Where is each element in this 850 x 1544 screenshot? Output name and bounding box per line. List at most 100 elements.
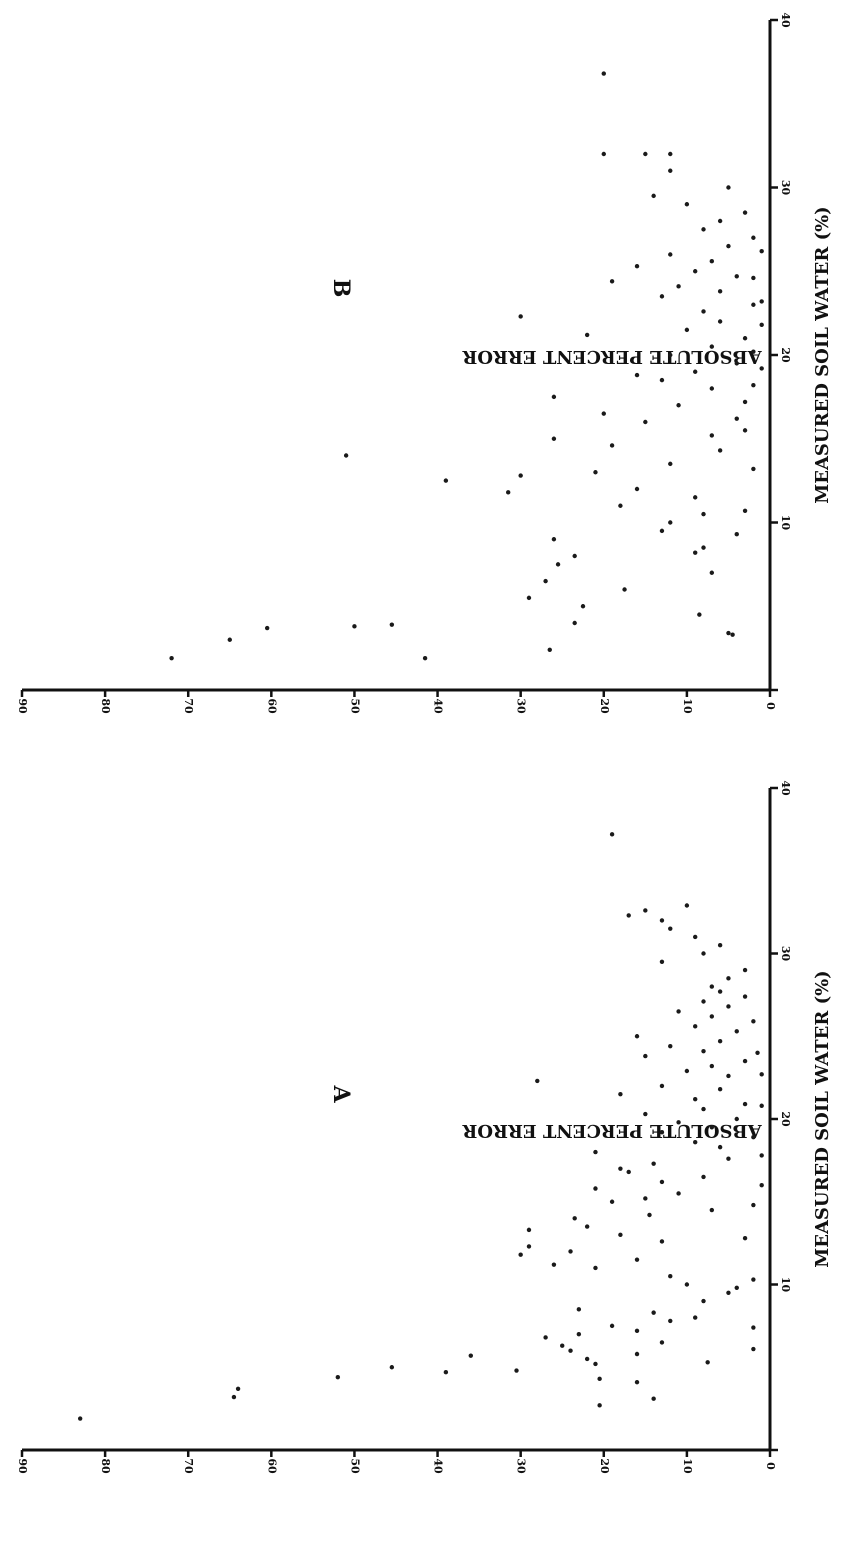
data-point [717,989,723,994]
data-point [626,1169,631,1175]
data-point [597,1376,602,1382]
data-point [684,202,690,207]
data-point [684,1068,690,1074]
data-point [717,319,723,324]
data-point [659,918,665,923]
data-point [643,1053,648,1059]
data-point [693,1024,698,1029]
data-point [659,1179,665,1185]
data-point [77,1416,83,1421]
data-point [601,71,606,76]
panel-b-scatter: 10 20 30 40 0 10 20 30 40 50 60 70 80 90 MEASURED SOIL… [16,12,833,714]
data-point [668,151,673,157]
data-point [709,1063,715,1069]
data-point [717,1039,723,1044]
panel-letter: B [328,279,354,298]
data-point [609,1199,615,1204]
data-point [555,562,561,567]
data-point [560,1343,565,1348]
data-point [759,248,764,254]
data-point [709,1207,715,1213]
data-point [618,503,623,508]
y-tick-label: 60 [265,698,278,714]
data-point [572,553,577,559]
data-point [576,1307,582,1312]
data-point [759,1183,764,1188]
data-point [734,532,739,537]
data-point [668,1043,673,1049]
data-point [751,1277,756,1282]
data-point [693,550,698,555]
data-point [742,1101,748,1107]
data-point [659,377,665,383]
data-point [576,1331,582,1337]
x-tick-label: 20 [779,347,792,363]
y-tick-label: 90 [16,698,29,714]
data-point [622,587,627,592]
data-point [634,1379,640,1385]
data-point [264,625,270,631]
data-point [572,620,577,626]
data-point [693,369,698,374]
data-point [551,394,557,400]
data-point [684,327,690,333]
data-point [352,624,357,629]
data-point [734,416,739,421]
data-point [668,168,673,173]
x-axis-label: MEASURED SOIL WATER (%) [812,206,833,503]
data-point [709,1014,715,1019]
data-point [751,235,756,240]
data-point [584,1224,590,1229]
data-point [726,976,731,981]
data-point [726,1073,731,1079]
data-point [742,994,748,999]
data-point [584,332,590,338]
data-point [709,570,715,575]
data-point [514,1368,519,1373]
data-point [701,511,706,517]
data-point [759,299,764,304]
data-point [701,1298,706,1304]
data-point [601,411,606,416]
y-tick-label: 0 [764,1462,777,1470]
x-tick-label: 40 [779,780,792,796]
data-point [759,1153,764,1158]
data-point [593,1149,598,1155]
data-point [717,943,723,948]
data-point [668,461,673,467]
data-point [734,1029,739,1034]
data-point [518,473,523,478]
x-tick-label: 10 [779,515,792,531]
data-point [618,1091,623,1097]
data-point [597,1403,602,1408]
data-point [734,1285,739,1291]
data-point [759,1103,764,1108]
data-point [726,630,731,636]
data-point [751,275,756,281]
data-point [751,466,756,472]
data-point [742,1058,748,1064]
data-point [647,1212,652,1218]
data-point [618,1166,623,1171]
y-tick-label: 20 [598,1458,611,1474]
data-point [343,453,349,458]
panel-a-scatter: 10 20 30 40 0 10 20 30 40 50 60 70 80 90 MEASURED SOIL… [16,780,833,1474]
data-point [751,1346,756,1352]
data-point [518,314,523,319]
data-point [701,1048,706,1054]
data-point [227,637,232,642]
data-point [634,1328,640,1334]
y-tick-label: 50 [348,698,361,714]
data-point [634,1257,640,1262]
data-point [709,344,715,349]
data-point [726,185,731,190]
data-point [726,1156,731,1161]
y-axis-label: ABSOLUTE PERCENT ERROR [461,346,762,367]
x-tick-label: 10 [779,1277,792,1293]
data-point [751,1325,756,1330]
data-point [572,1216,577,1221]
data-point [659,1239,665,1244]
data-point [506,490,511,495]
data-point [643,419,648,425]
data-point [668,352,673,358]
